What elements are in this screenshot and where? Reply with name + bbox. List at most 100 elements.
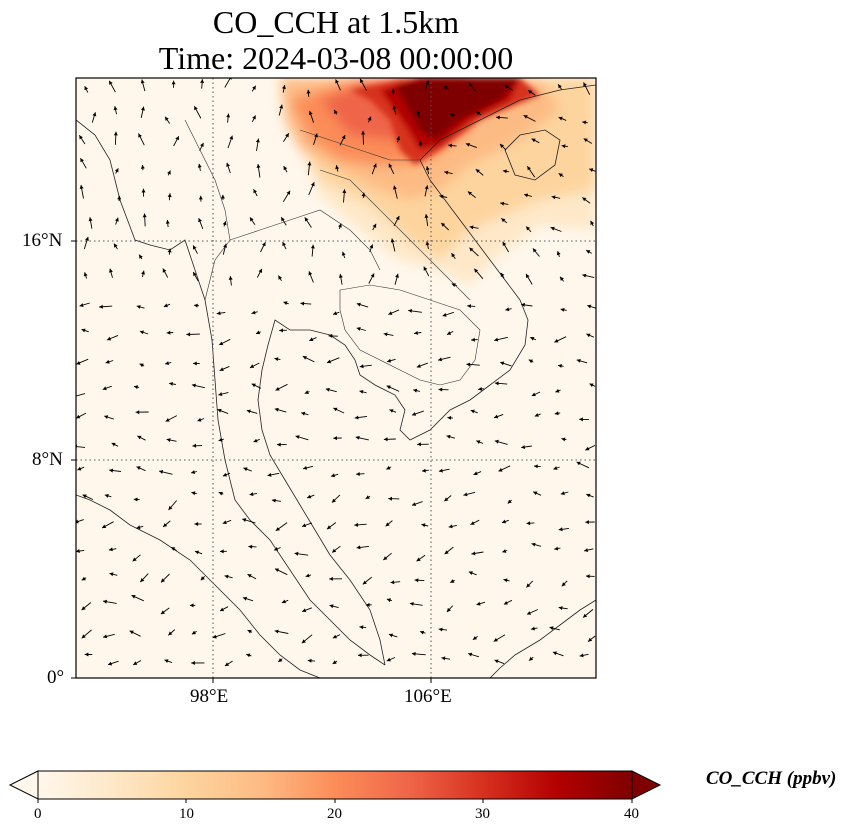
wind-arrow-head (555, 388, 560, 393)
wind-arrow-head (498, 468, 503, 472)
wind-arrow-head (109, 572, 114, 577)
wind-arrow-head (386, 385, 391, 390)
wind-arrow-head (308, 110, 313, 115)
wind-arrow-head (468, 571, 473, 575)
wind-arrow-head (444, 170, 449, 175)
wind-arrow-head (191, 383, 196, 388)
wind-arrow-head (285, 133, 289, 138)
wind-arrow-head (411, 651, 416, 656)
wind-arrow-head (256, 164, 261, 168)
wind-arrow-head (494, 439, 499, 444)
wind-arrow-head (501, 519, 506, 524)
wind-arrow-head (242, 518, 247, 522)
wind-arrow-head (365, 495, 370, 499)
wind-arrow-head (193, 272, 197, 277)
wind-arrow-head (443, 85, 448, 90)
wind-arrow-head (327, 359, 332, 364)
wind-arrow-head (212, 634, 217, 639)
wind-arrow-head (442, 312, 447, 317)
wind-arrow-head (186, 332, 191, 337)
wind-arrow-head (171, 80, 176, 85)
wind-arrow-head (109, 80, 113, 85)
wind-arrow-head (526, 521, 531, 526)
wind-arrow-head (372, 223, 377, 228)
wind-arrow-head (523, 115, 528, 119)
wind-arrow-head (251, 310, 256, 315)
wind-arrow-head (160, 610, 165, 615)
wind-arrow-head (83, 272, 88, 277)
wind-arrow-head (526, 583, 531, 588)
wind-arrow-head (365, 602, 370, 607)
wind-arrow-head (396, 136, 401, 141)
wind-arrow-head (219, 341, 224, 346)
wind-arrow-head (248, 544, 253, 549)
wind-arrow-head (476, 111, 481, 116)
wind-arrow-head (528, 359, 533, 364)
wind-arrow-head (416, 557, 421, 562)
wind-arrow-head (136, 466, 141, 470)
wind-arrow-head (332, 548, 337, 553)
wind-arrow-head (560, 307, 565, 312)
wind-arrow-head (341, 135, 346, 140)
wind-arrow-head (275, 527, 280, 531)
wind-arrow-head (132, 557, 137, 562)
wind-arrow-head (252, 85, 256, 90)
wind-arrow-head (171, 547, 176, 551)
wind-arrow-head (277, 442, 281, 447)
wind-arrow-head (229, 135, 234, 140)
wind-arrow-head (425, 80, 430, 85)
wind-arrow-head (85, 236, 89, 241)
wind-arrow-head (134, 385, 138, 390)
wind-arrow-head (84, 86, 89, 91)
wind-arrow-head (502, 241, 507, 246)
wind-arrow-head (131, 595, 136, 599)
wind-arrow-head (274, 629, 279, 634)
wind-arrow-head (494, 381, 499, 386)
wind-arrow-head (391, 88, 396, 93)
wind-arrow-head (551, 195, 556, 200)
wind-arrow-head (579, 417, 583, 422)
wind-arrow-head (474, 268, 479, 273)
wind-arrow-head (161, 578, 165, 583)
wind-arrow-head (558, 606, 563, 610)
wind-arrow-head (281, 217, 285, 222)
wind-arrow-head (165, 361, 170, 365)
wind-arrow-head (76, 519, 79, 524)
wind-arrow-head (587, 304, 592, 309)
wind-arrow-head (278, 658, 283, 662)
wind-arrow-head (103, 599, 107, 604)
wind-arrow-head (385, 522, 390, 527)
wind-arrow-head (561, 437, 566, 442)
wind-arrow-head (552, 651, 557, 656)
wind-arrow-head (354, 522, 359, 527)
wind-arrow-head (304, 390, 309, 394)
wind-arrow-head (388, 311, 393, 315)
wind-arrow-head (163, 303, 168, 308)
colorbar-ticks (37, 799, 633, 803)
wind-arrow-head (585, 446, 590, 451)
wind-arrow-head (531, 392, 536, 397)
wind-arrow-head (251, 383, 256, 388)
wind-arrow-head (423, 266, 428, 271)
wind-arrow-head (524, 193, 529, 198)
wind-arrow-head (247, 574, 252, 578)
wind-arrow-head (175, 136, 179, 141)
wind-arrow-head (249, 217, 254, 222)
wind-arrow-head (561, 582, 566, 587)
wind-arrow-head (198, 218, 202, 223)
wind-arrow-head (478, 387, 483, 391)
wind-arrow-head (117, 195, 122, 200)
wind-arrow-head (281, 599, 286, 604)
wind-arrow-head (556, 251, 561, 256)
wind-arrow-head (356, 472, 360, 476)
wind-arrow-head (275, 387, 280, 391)
wind-arrow-head (278, 275, 282, 280)
wind-arrow-head (300, 301, 305, 306)
wind-arrow-head (471, 551, 476, 556)
wind-arrow-head (192, 443, 197, 448)
wind-arrow-head (444, 497, 449, 502)
wind-arrow-head (361, 192, 366, 197)
wind-arrow-head (550, 226, 555, 231)
wind-arrow-head (307, 658, 312, 663)
